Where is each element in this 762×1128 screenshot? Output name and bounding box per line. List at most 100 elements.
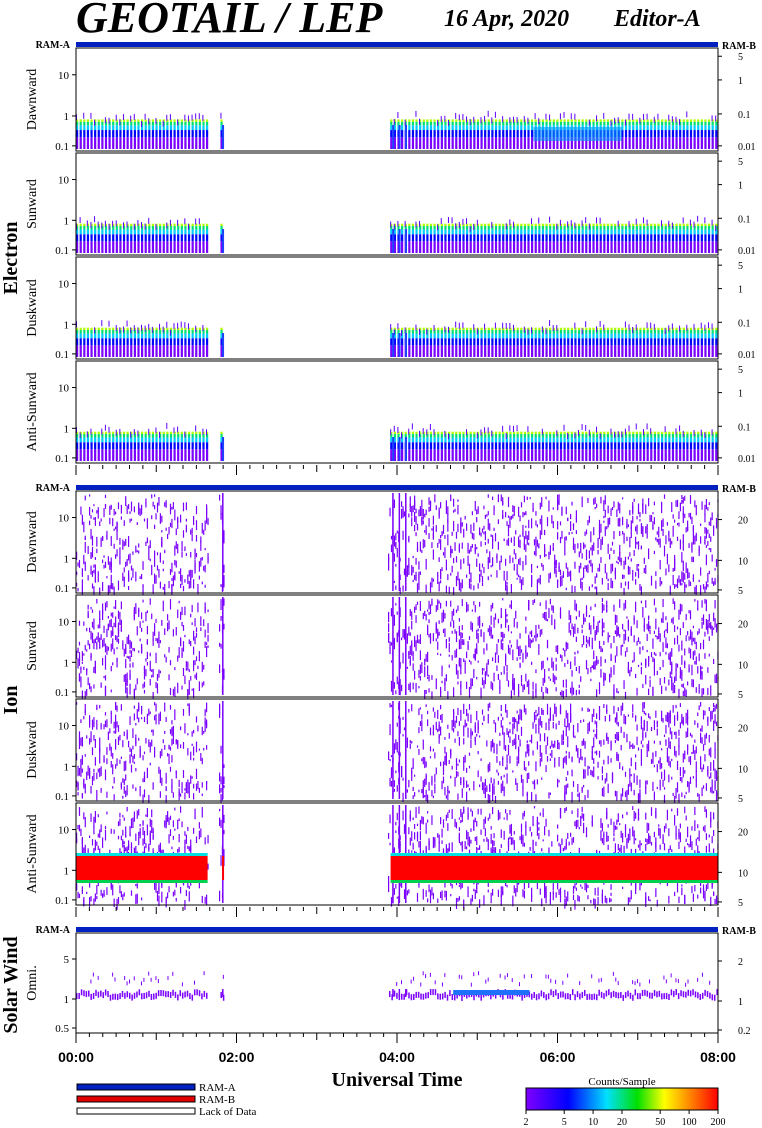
panel-omni-: 5 1 0.5 2 1 0.2 Omni. [25, 932, 751, 1037]
colorbar-tick-label: 2 [524, 1117, 529, 1128]
colorbar-tick-label: 5 [562, 1117, 567, 1128]
left-tick-label: 0.1 [55, 791, 69, 803]
left-tick-label: 0.1 [55, 349, 69, 361]
left-tick-label: 10 [58, 175, 70, 187]
left-tick-label: 10 [58, 617, 70, 629]
left-tick-label: 10 [58, 825, 70, 837]
colorbar-tick-label: 100 [682, 1117, 697, 1128]
right-tick-label: 0.01 [738, 142, 756, 153]
right-tick-label: 0.01 [738, 454, 756, 465]
right-tick-label: 5 [738, 365, 743, 376]
right-tick-label: 0.1 [738, 214, 751, 225]
left-tick-label: 0.5 [55, 1023, 69, 1035]
left-tick-label: 10 [58, 383, 70, 395]
right-tick-label: 0.1 [738, 110, 751, 121]
panel-anti-sunward: 10 1 0.1 5 1 0.1 0.01 Anti-Sunward [25, 360, 756, 465]
colorbar-tick-label: 10 [588, 1117, 598, 1128]
legend-label: RAM-A [199, 1082, 236, 1094]
x-tick-label: 04:00 [379, 1049, 415, 1065]
panel-frame [75, 47, 719, 152]
right-tick-label: 1 [738, 285, 743, 296]
left-tick-label: 10 [58, 279, 70, 291]
ram-b-label: RAM-B [722, 484, 756, 495]
right-tick-label: 5 [738, 794, 743, 805]
right-tick-label: 0.1 [738, 318, 751, 329]
panel-frame [75, 152, 719, 256]
spectrogram [76, 971, 718, 1001]
left-tick-label: 1 [64, 553, 70, 565]
figure-editor: Editor-A [613, 6, 701, 32]
colorbar-title: Counts/Sample [588, 1076, 655, 1088]
spectrogram [76, 597, 719, 702]
spectrogram [76, 422, 718, 461]
ram-b-label: RAM-B [722, 41, 756, 52]
right-tick-label: 1 [738, 389, 743, 400]
panel-dawnward: 10 1 0.1 5 1 0.1 0.01 Dawnward [25, 47, 756, 153]
panel-frame [75, 802, 719, 906]
panel-label: Sunward [25, 179, 40, 229]
right-tick-label: 0.2 [738, 1026, 751, 1037]
left-tick-label: 0.1 [55, 245, 69, 257]
right-tick-label: 1 [738, 997, 743, 1008]
right-tick-label: 20 [738, 620, 748, 631]
left-tick-label: 10 [58, 70, 70, 82]
legend-swatch [76, 1107, 196, 1115]
panel-anti-sunward: 10 1 0.1 20 10 5 Anti-Sunward [25, 802, 748, 910]
panel-duskward: 10 1 0.1 5 1 0.1 0.01 Duskward [25, 256, 756, 361]
x-tick-label: 06:00 [540, 1049, 576, 1065]
spectrogram [76, 701, 719, 806]
right-tick-label: 5 [738, 261, 743, 272]
group-solar-wind: RAM-A RAM-B Solar Wind 5 1 0.5 2 1 0.2 Omni. [0, 925, 756, 1043]
right-tick-label: 10 [738, 868, 748, 879]
panel-label: Anti-Sunward [25, 372, 40, 451]
right-tick-label: 10 [738, 660, 748, 671]
colorbar: Counts/Sample 2 5 10 20 50 100 200 [524, 1076, 726, 1128]
spectrogram [76, 319, 718, 357]
spectrogram [76, 805, 719, 910]
right-tick-label: 5 [738, 157, 743, 168]
left-tick-label: 10 [58, 721, 70, 733]
panel-label: Dawnward [25, 69, 40, 130]
panel-frame [75, 360, 719, 464]
right-tick-label: 10 [738, 764, 748, 775]
panel-background [76, 491, 718, 593]
left-tick-label: 1 [64, 111, 70, 123]
x-tick-label: 08:00 [700, 1049, 736, 1065]
right-tick-label: 5 [738, 690, 743, 701]
left-tick-label: 5 [64, 954, 70, 966]
right-tick-label: 20 [738, 828, 748, 839]
left-tick-label: 1 [64, 319, 70, 331]
panel-sunward: 10 1 0.1 5 1 0.1 0.01 Sunward [25, 152, 756, 257]
left-tick-label: 0.1 [55, 687, 69, 699]
colorbar-tick-label: 200 [711, 1117, 726, 1128]
right-tick-label: 1 [738, 181, 743, 192]
panel-frame [75, 698, 719, 802]
left-tick-label: 0.1 [55, 895, 69, 907]
right-tick-label: 2 [738, 957, 743, 968]
group-electron: RAM-A RAM-B Electron 10 1 0.1 5 1 0.1 0.01 Dawnwar… [0, 40, 756, 475]
ram-b-label: RAM-B [722, 926, 756, 937]
right-tick-label: 0.01 [738, 350, 756, 361]
group-label: Electron [0, 222, 22, 295]
panel-label: Dawnward [25, 511, 40, 572]
left-tick-label: 1 [64, 657, 70, 669]
left-tick-label: 1 [64, 215, 70, 227]
right-tick-label: 0.01 [738, 246, 756, 257]
ram-a-label: RAM-A [36, 40, 71, 51]
right-tick-label: 5 [738, 586, 743, 597]
group-time-ticks [75, 907, 719, 917]
right-tick-label: 5 [738, 898, 743, 909]
colorbar-tick-label: 50 [655, 1117, 665, 1128]
spectrogram [76, 215, 718, 253]
panel-label: Anti-Sunward [25, 814, 40, 893]
group-time-ticks [75, 1033, 719, 1043]
spectrogram [76, 110, 718, 149]
left-tick-label: 1 [64, 761, 70, 773]
x-tick-label: 02:00 [219, 1049, 255, 1065]
panel-frame [75, 490, 719, 594]
right-tick-label: 0.1 [738, 422, 751, 433]
panel-frame [75, 256, 719, 360]
group-time-ticks [75, 465, 719, 475]
right-tick-label: 10 [738, 556, 748, 567]
colorbar-gradient [525, 1087, 719, 1111]
